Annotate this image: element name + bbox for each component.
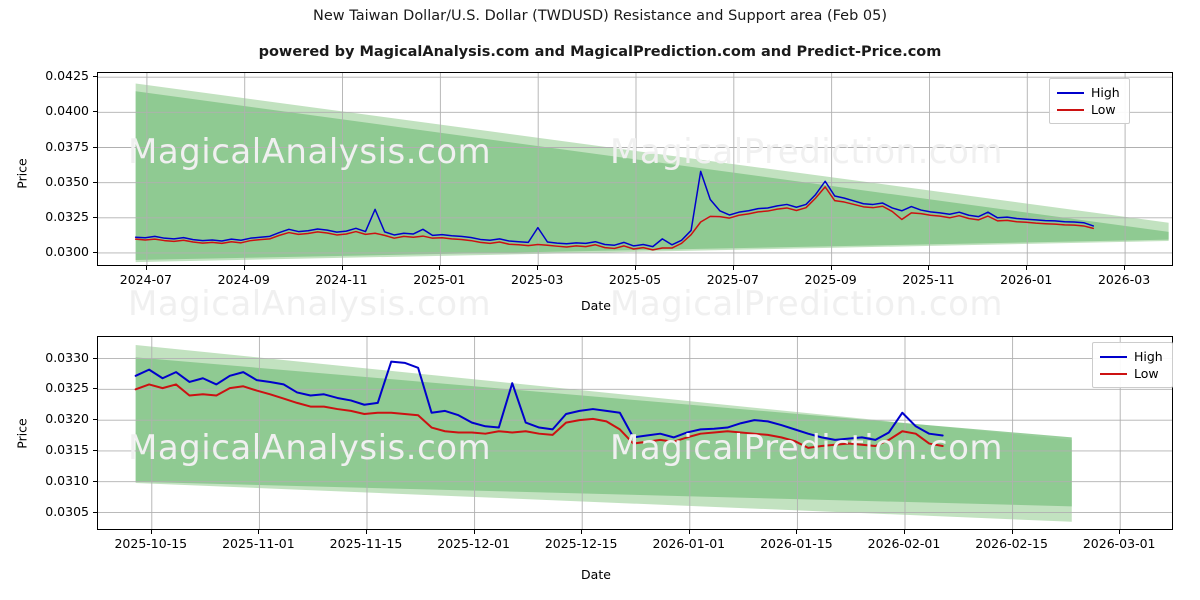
x-tick-label: 2026-03-01: [1082, 536, 1156, 551]
y-tick-label: 0.0400: [45, 103, 89, 119]
overview-legend: High Low: [1049, 78, 1130, 124]
x-tick-mark: [243, 266, 245, 270]
x-tick-label: 2025-12-01: [437, 536, 510, 551]
x-tick-label: 2025-12-15: [544, 536, 618, 551]
legend-swatch-high: [1100, 355, 1127, 358]
y-tick-mark: [93, 511, 97, 513]
x-tick-mark: [581, 530, 583, 534]
overview-plot-svg: [98, 73, 1172, 265]
legend-entry-high: High: [1057, 84, 1120, 101]
legend-label-low: Low: [1091, 102, 1116, 117]
detail-legend: High Low: [1092, 342, 1173, 388]
x-tick-mark: [796, 530, 798, 534]
y-tick-label: 0.0350: [45, 173, 89, 189]
x-tick-label: 2025-11-01: [222, 536, 295, 551]
y-tick-mark: [93, 419, 97, 421]
x-tick-mark: [1026, 266, 1028, 270]
x-tick-mark: [150, 530, 152, 534]
x-tick-mark: [1124, 266, 1126, 270]
x-tick-mark: [439, 266, 441, 270]
y-tick-label: 0.0305: [45, 503, 89, 519]
x-tick-mark: [366, 530, 367, 534]
x-tick-mark: [537, 266, 539, 270]
x-tick-mark: [473, 530, 475, 534]
x-tick-mark: [635, 266, 636, 270]
x-tick-label: 2026-02-01: [867, 536, 941, 551]
detail-x-axis-label: Date: [581, 567, 611, 582]
legend-label-low: Low: [1134, 366, 1159, 381]
x-tick-mark: [830, 266, 832, 270]
x-tick-label: 2024-09: [217, 272, 270, 287]
y-tick-mark: [93, 388, 97, 390]
y-tick-label: 0.0325: [45, 380, 89, 396]
x-tick-label: 2025-07: [706, 272, 759, 287]
y-tick-label: 0.0330: [45, 349, 89, 365]
y-tick-mark: [93, 480, 97, 482]
y-tick-label: 0.0315: [45, 441, 89, 457]
page-subtitle: powered by MagicalAnalysis.com and Magic…: [258, 44, 942, 60]
y-tick-label: 0.0310: [45, 472, 89, 488]
y-tick-label: 0.0300: [45, 243, 89, 259]
x-tick-mark: [1011, 530, 1013, 534]
x-tick-mark: [1119, 530, 1121, 534]
y-tick-label: 0.0320: [45, 411, 89, 427]
y-tick-mark: [93, 216, 97, 218]
x-tick-label: 2026-02-15: [975, 536, 1048, 551]
x-tick-label: 2025-03: [511, 272, 564, 287]
detail-plot-area: [97, 336, 1173, 530]
x-tick-label: 2025-11-15: [329, 536, 403, 551]
x-tick-label: 2024-11: [315, 272, 368, 287]
x-tick-label: 2024-07: [119, 272, 173, 287]
y-tick-mark: [93, 146, 97, 148]
y-tick-mark: [93, 251, 97, 253]
x-tick-mark: [928, 266, 930, 270]
legend-label-high: High: [1134, 349, 1163, 364]
watermark-left-mid: MagicalAnalysis.com: [128, 284, 492, 324]
y-tick-mark: [93, 111, 97, 113]
x-tick-mark: [688, 530, 690, 534]
x-tick-label: 2025-05: [608, 272, 662, 287]
x-tick-label: 2026-03: [1097, 272, 1151, 287]
legend-swatch-low: [1100, 372, 1127, 375]
x-tick-mark: [904, 530, 905, 534]
x-tick-label: 2025-10-15: [114, 536, 188, 551]
x-tick-mark: [258, 530, 260, 534]
x-tick-label: 2025-11: [902, 272, 955, 287]
x-tick-mark: [732, 266, 734, 270]
legend-swatch-low: [1057, 108, 1084, 111]
legend-entry-low: Low: [1100, 365, 1163, 382]
detail-plot-svg: [98, 337, 1172, 529]
legend-entry-low: Low: [1057, 101, 1120, 118]
page-title: New Taiwan Dollar/U.S. Dollar (TWDUSD) R…: [313, 8, 887, 24]
x-tick-mark: [341, 266, 343, 270]
y-tick-label: 0.0375: [45, 138, 89, 154]
x-tick-label: 2025-01: [413, 272, 466, 287]
x-tick-mark: [145, 266, 147, 270]
x-tick-label: 2026-01-01: [652, 536, 726, 551]
x-tick-label: 2025-09: [804, 272, 857, 287]
legend-label-high: High: [1091, 85, 1120, 100]
y-tick-label: 0.0325: [45, 208, 89, 224]
legend-swatch-high: [1057, 91, 1084, 94]
y-tick-mark: [93, 76, 97, 78]
overview-x-axis-label: Date: [581, 298, 611, 313]
y-tick-mark: [93, 181, 97, 183]
y-tick-mark: [93, 449, 97, 451]
legend-entry-high: High: [1100, 348, 1163, 365]
overview-plot-area: [97, 72, 1173, 266]
x-tick-label: 2026-01: [1000, 272, 1053, 287]
y-tick-mark: [93, 357, 97, 359]
watermark-right-mid: MagicalPrediction.com: [610, 284, 1003, 324]
y-tick-label: 0.0425: [45, 68, 89, 84]
x-tick-label: 2026-01-15: [760, 536, 833, 551]
